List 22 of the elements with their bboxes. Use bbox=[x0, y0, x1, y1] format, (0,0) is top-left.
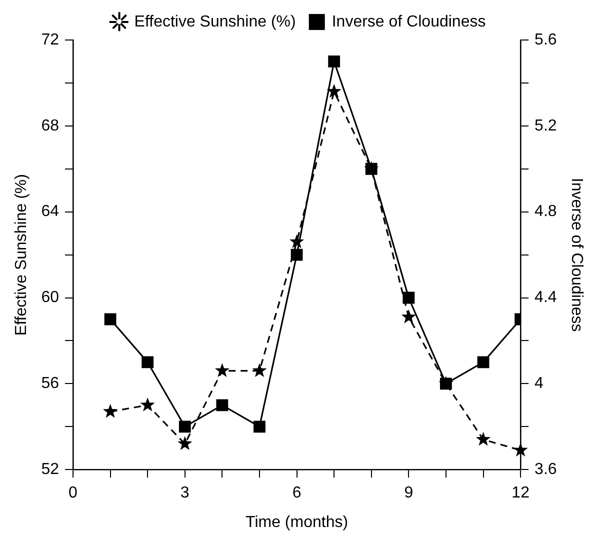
y-tick-label: 60 bbox=[41, 289, 60, 306]
y-tick-label: 72 bbox=[41, 31, 60, 48]
x-tick-label: 6 bbox=[292, 484, 302, 502]
x-tick-label: 12 bbox=[512, 484, 530, 502]
y2-axis-title: Inverse of Cloudiness bbox=[568, 178, 585, 332]
y-tick-label: 68 bbox=[41, 117, 60, 134]
y2-tick-label: 3.6 bbox=[534, 461, 557, 478]
y-axis-title: Effective Sunshine (%) bbox=[13, 174, 30, 336]
y2-tick-label: 5.6 bbox=[534, 31, 557, 48]
y-tick-label: 52 bbox=[41, 461, 60, 478]
y2-tick-label: 4.8 bbox=[534, 203, 557, 220]
x-tick-label: 9 bbox=[404, 484, 414, 502]
x-tick-label: 0 bbox=[68, 484, 78, 502]
y2-tick-label: 4.4 bbox=[534, 289, 557, 306]
x-tick-label: 3 bbox=[180, 484, 190, 502]
y-tick-label: 64 bbox=[41, 203, 60, 220]
legend-label: Effective Sunshine (%) bbox=[134, 13, 296, 30]
x-axis-title: Time (months) bbox=[246, 514, 348, 531]
y-tick-label: 56 bbox=[41, 375, 60, 392]
y2-tick-label: 5.2 bbox=[534, 117, 557, 134]
legend-label: Inverse of Cloudiness bbox=[332, 13, 486, 30]
y2-tick-label: 4 bbox=[534, 375, 544, 392]
